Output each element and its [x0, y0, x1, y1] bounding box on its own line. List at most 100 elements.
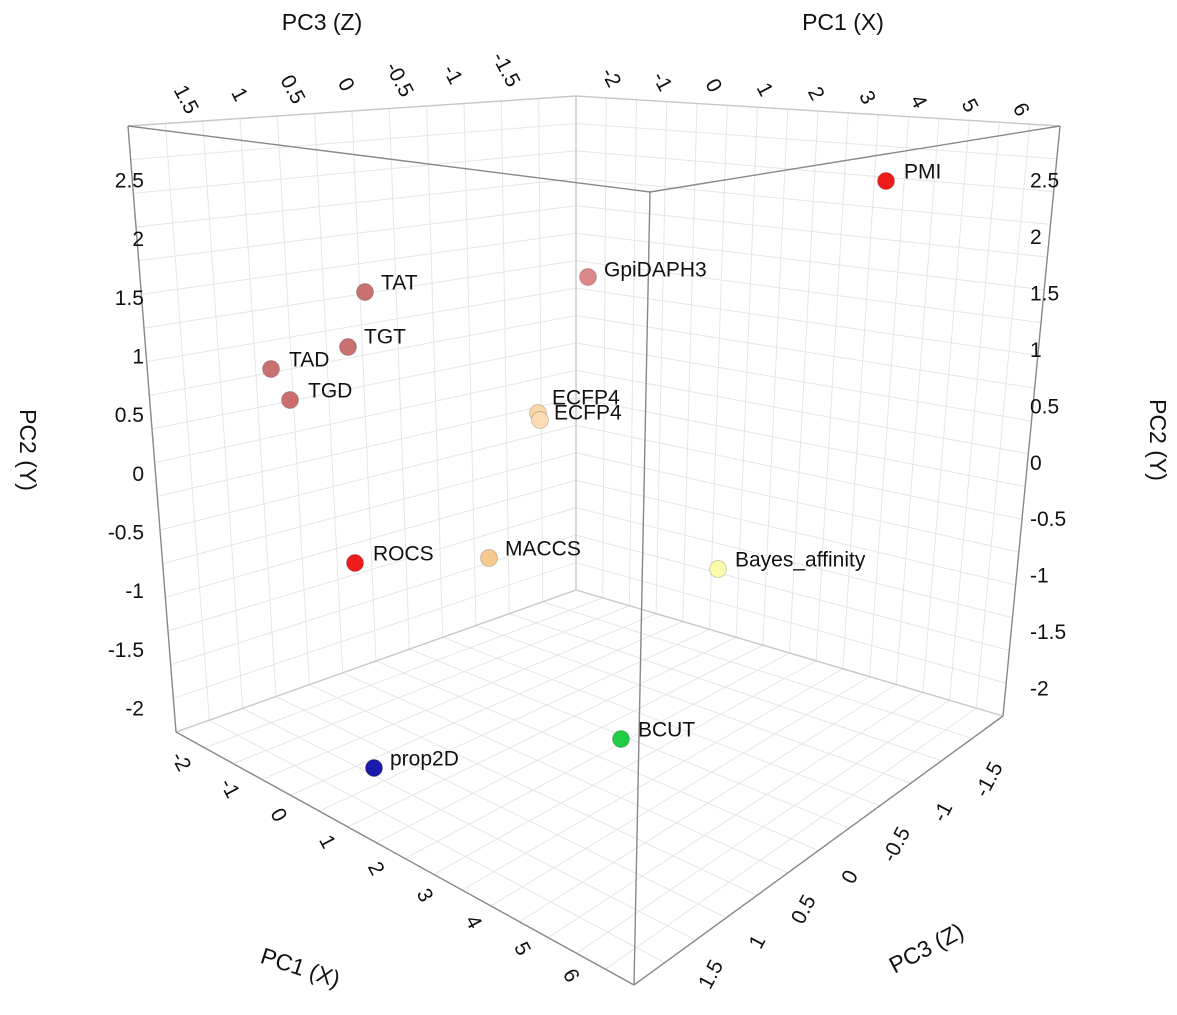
pc2-right-tick-label: 0.5 [1030, 395, 1059, 418]
point-marker-pmi [877, 172, 895, 190]
pc3-bottom-tick-label: 1.5 [694, 956, 728, 993]
pc2-right-tick-label: 2 [1030, 226, 1042, 249]
pc2-right-tick-label: 0 [1030, 452, 1042, 475]
right-wall-grid-line [575, 369, 1029, 455]
left-wall-grid-line [162, 452, 577, 565]
pc2-left-tick-label: 2 [132, 228, 144, 251]
pc2-right-tick-label: 2.5 [1030, 170, 1059, 193]
point-label: ECFP4 [552, 387, 620, 410]
floor-grid-line [204, 597, 603, 749]
pc2-left-tick-label: 0 [132, 463, 144, 486]
box-edge [127, 95, 577, 127]
pc2-right-tick-label: 1 [1030, 339, 1042, 362]
pc1-top-tick-label: 3 [854, 87, 880, 108]
point-marker-bayes-affinity [709, 560, 727, 578]
pc2-left-tick-label: 2.5 [115, 170, 144, 193]
left-wall-grid-line [157, 397, 577, 497]
pc3-top-tick-label: 1.5 [169, 81, 203, 118]
floor-grid-line [318, 628, 710, 812]
left-wall-grid-line [159, 424, 577, 531]
pc3-bottom-tick-label: 0 [837, 866, 863, 887]
point-marker-maccs [480, 549, 498, 567]
right-wall-grid-line [575, 205, 1048, 258]
grid-lines [127, 95, 1061, 986]
floor-grid-line [461, 668, 844, 891]
left-wall-grid-line [170, 534, 577, 666]
point-label: Bayes_affinity [735, 549, 866, 572]
point-label: TAD [289, 349, 329, 372]
point-marker-tgd [281, 391, 299, 409]
box-edge [127, 125, 177, 733]
axis-title-pc2-left: PC2 (Y) [15, 409, 41, 491]
pc2-left-tick-label: -1 [125, 580, 144, 603]
point-marker-tat [356, 283, 374, 301]
axis-title-pc3-top: PC3 (Z) [282, 9, 363, 35]
pc2-left-tick-label: 1 [132, 346, 144, 369]
pc2-right-tick-label: -2 [1030, 678, 1049, 701]
pc3-top-tick-label: -1.5 [487, 48, 524, 91]
pc1-bottom-tick-label: 2 [363, 858, 389, 879]
right-wall-grid-line [575, 452, 1019, 553]
pc1-bottom-tick-label: 6 [558, 965, 584, 986]
right-wall-grid-line [575, 424, 1023, 520]
pc2-left-tick-label: 0.5 [115, 404, 144, 427]
pc1-top-tick-label: 1 [752, 79, 778, 100]
left-wall-grid-line [141, 232, 577, 295]
floor-grid-line [404, 652, 790, 859]
pc2-right-tick-label: -0.5 [1030, 508, 1066, 531]
pc3-bottom-tick-label: 1 [745, 931, 771, 952]
axis-title-pc1-top: PC1 (X) [802, 9, 884, 35]
point-label: TAT [381, 272, 418, 295]
point-label: GpiDAPH3 [604, 259, 707, 282]
box-edge [633, 191, 651, 986]
left-wall-grid-line [167, 507, 577, 632]
floor-grid-line [261, 613, 657, 780]
floor-grid-line [519, 684, 897, 923]
right-wall-grid-line [575, 534, 1010, 651]
point-marker-tgt [339, 338, 357, 356]
right-wall-grid-line [575, 342, 1032, 422]
point-label: ROCS [373, 543, 434, 566]
pc2-right-tick-label: -1.5 [1030, 621, 1066, 644]
pc3-bottom-tick-label: -0.5 [878, 823, 915, 866]
point-marker-bcut [612, 730, 630, 748]
pc1-bottom-tick-label: -2 [166, 748, 195, 775]
axis-titles: PC3 (Z) PC1 (X) PC2 (Y) PC2 (Y) PC1 (X) … [15, 9, 1171, 992]
floor-grid-line [233, 605, 630, 765]
floor-grid-line [547, 691, 924, 938]
point-label: TGT [364, 326, 406, 349]
plot-box [127, 95, 1061, 986]
box-edge [127, 125, 651, 193]
left-wall-grid-line [149, 315, 577, 396]
pc2-left-tick-label: -0.5 [108, 522, 144, 545]
pc2-right-tick-label: 1.5 [1030, 282, 1059, 305]
left-wall-grid-line [130, 122, 577, 161]
pc1-top-tick-label: -1 [648, 68, 677, 95]
floor-grid-line [347, 636, 737, 828]
floor-grid-line [576, 699, 950, 954]
floor-grid-line [490, 676, 870, 907]
right-wall-grid-line [575, 397, 1026, 488]
point-marker-ecfp4 [531, 411, 549, 429]
box-edge [575, 95, 1061, 127]
pc1-bottom-tick-label: 1 [314, 831, 340, 852]
pc3-top-tick-label: 1 [226, 84, 252, 105]
left-wall-grid-line [151, 342, 577, 430]
tick-labels: -2 -1.5 -1 -0.5 0 0.5 1 1.5 2 2.5 -2 -1.5 -1 -0.5 0 0.5… [108, 48, 1066, 993]
axis-title-pc1-bottom: PC1 (X) [258, 942, 344, 992]
floor-grid-line [290, 621, 683, 796]
left-wall-grid-line [165, 479, 577, 598]
right-wall-grid-line [575, 150, 1054, 193]
floor-grid-line [376, 644, 764, 844]
point-marker-rocs [346, 554, 364, 572]
box-edge [1002, 125, 1061, 717]
pc2-left-tick-label: -1.5 [108, 639, 144, 662]
right-wall-grid-line [575, 315, 1035, 389]
left-wall-grid-line [138, 205, 577, 262]
pc3-bottom-tick-label: -1.5 [971, 758, 1008, 801]
pc1-top-tick-label: -2 [596, 64, 625, 91]
left-wall-grid-line [133, 150, 577, 194]
pc3-top-tick-label: -1 [438, 61, 467, 88]
pc2-left-tick-label: 1.5 [115, 287, 144, 310]
